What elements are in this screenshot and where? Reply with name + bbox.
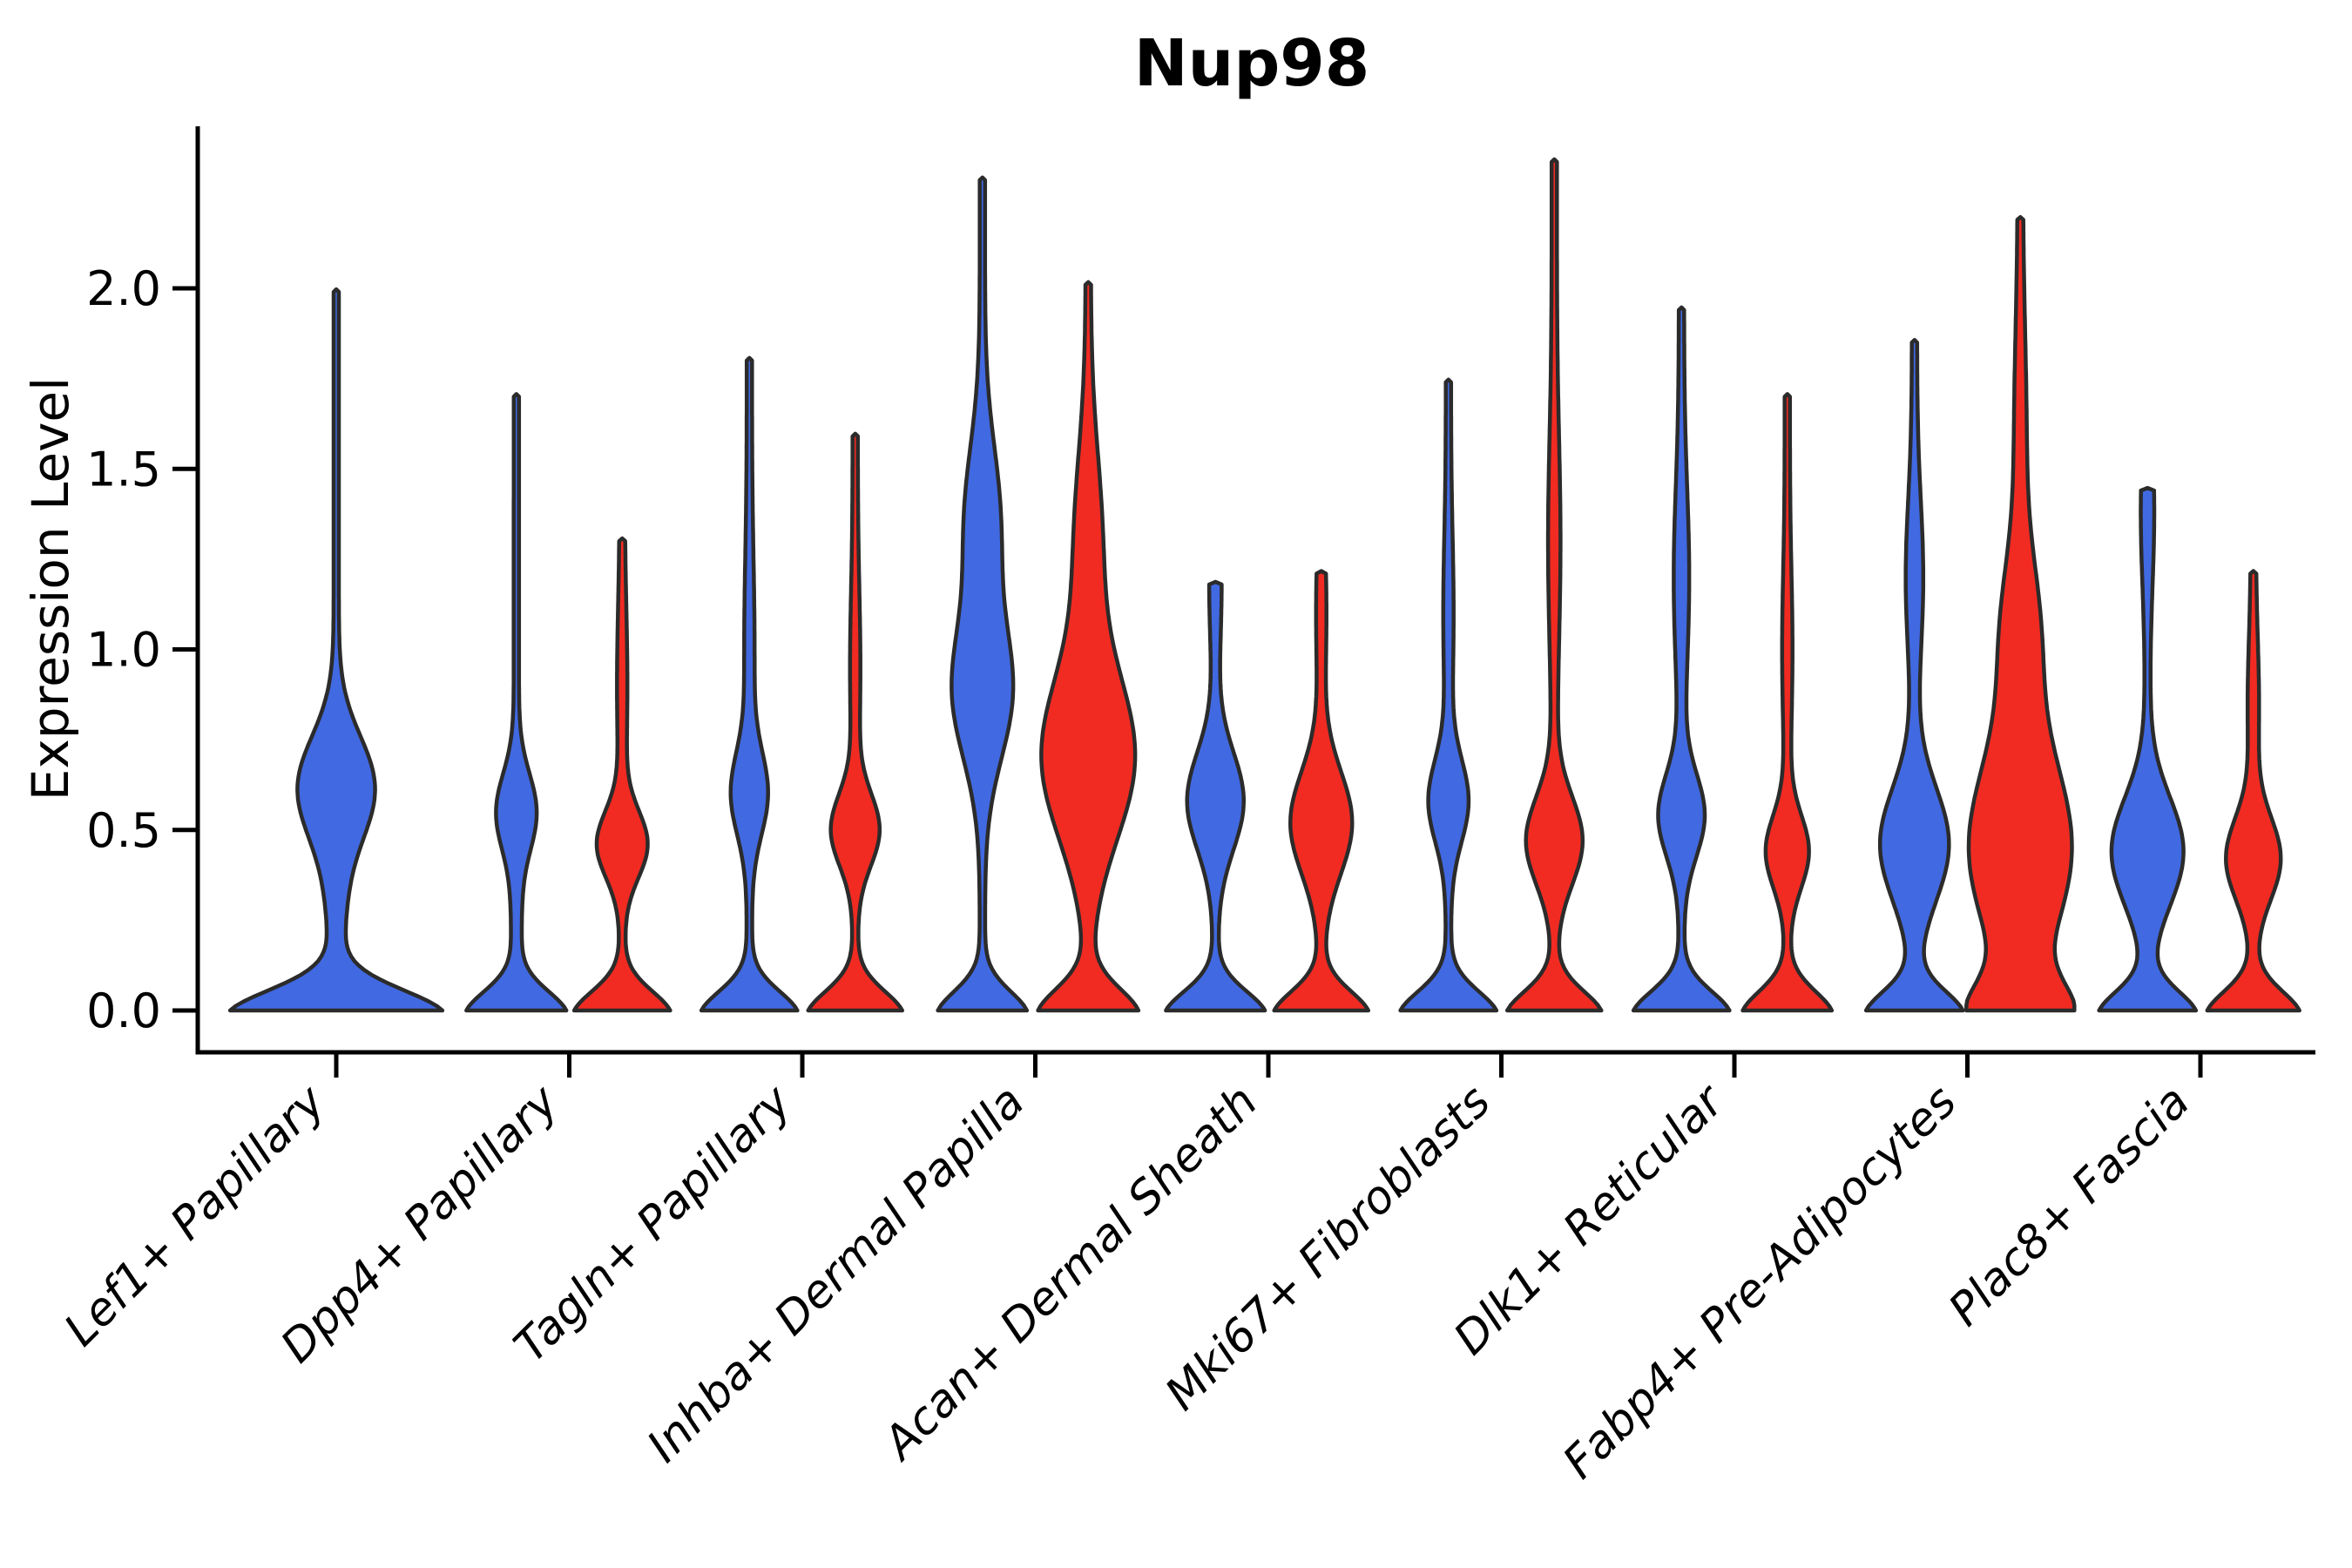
y-tick-label: 1.5 bbox=[86, 442, 161, 497]
y-tick-label: 1.0 bbox=[86, 623, 161, 678]
violin-plac8-red bbox=[2205, 569, 2301, 1013]
violin-inhba-red bbox=[1036, 280, 1141, 1013]
violin-mki67-blue bbox=[1398, 377, 1499, 1013]
violin-lef1-blue bbox=[227, 287, 445, 1013]
violins-layer bbox=[227, 157, 2301, 1013]
violin-dlk1-blue bbox=[1631, 305, 1732, 1013]
violin-mki67-red bbox=[1504, 157, 1604, 1013]
violin-fabp4-red bbox=[1964, 214, 2077, 1013]
violin-dlk1-red bbox=[1740, 392, 1835, 1013]
chart-title: Nup98 bbox=[1134, 26, 1370, 101]
violin-acan-red bbox=[1272, 569, 1371, 1013]
x-tick-label: Inhba+ Dermal Papilla bbox=[638, 1076, 1035, 1473]
y-tick-label: 0.5 bbox=[86, 803, 161, 858]
violin-fabp4-blue bbox=[1863, 337, 1965, 1013]
violin-dpp4-blue bbox=[464, 392, 569, 1013]
violin-tagln-blue bbox=[699, 355, 800, 1013]
x-tick-label: Fabp4+ Pre-Adipocytes bbox=[1553, 1076, 1967, 1490]
violin-plac8-blue bbox=[2097, 485, 2199, 1013]
violin-inhba-blue bbox=[936, 175, 1030, 1013]
y-tick-label: 0.0 bbox=[86, 983, 161, 1038]
violin-tagln-red bbox=[806, 431, 905, 1013]
x-tick-label: Plac8+ Fascia bbox=[1939, 1076, 2200, 1336]
y-axis-label: Expression Level bbox=[21, 377, 80, 801]
y-tick-label: 2.0 bbox=[86, 261, 161, 316]
violin-acan-blue bbox=[1164, 579, 1267, 1013]
violin-dpp4-red bbox=[571, 536, 672, 1013]
x-tick-label: Acan+ Dermal Sheath bbox=[872, 1076, 1267, 1471]
